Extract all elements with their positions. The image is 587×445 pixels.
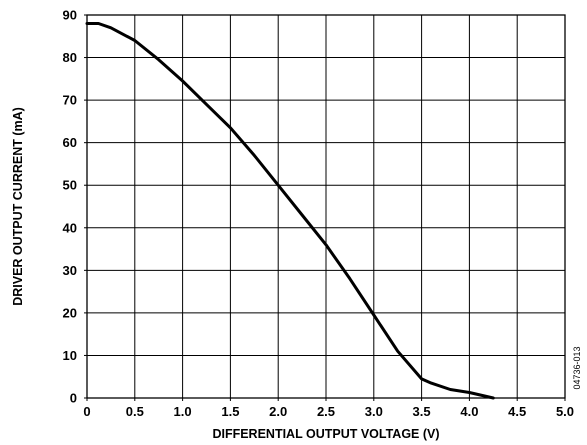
x-tick-label: 3.0 <box>365 404 383 419</box>
y-tick-label: 40 <box>63 220 77 235</box>
series-line <box>85 22 495 400</box>
y-tick-label: 10 <box>63 348 77 363</box>
y-tick-label: 60 <box>63 135 77 150</box>
x-axis-label: DIFFERENTIAL OUTPUT VOLTAGE (V) <box>212 427 439 441</box>
x-tick-label: 0 <box>83 404 90 419</box>
x-tick-label: 1.0 <box>174 404 192 419</box>
x-tick-label: 4.0 <box>460 404 478 419</box>
y-tick-label: 90 <box>63 8 77 23</box>
grid-lines <box>86 14 566 399</box>
y-tick-label: 0 <box>70 391 77 406</box>
series-layer <box>85 22 495 400</box>
y-tick-label: 30 <box>63 263 77 278</box>
x-axis-ticks: 0 0.5 1.0 1.5 2.0 2.5 3.0 3.5 4.0 4.5 5.0 <box>83 398 574 419</box>
x-tick-label: 0.5 <box>126 404 144 419</box>
x-tick-label: 2.0 <box>269 404 287 419</box>
y-axis-label: DRIVER OUTPUT CURRENT (mA) <box>11 107 25 306</box>
x-tick-label: 4.5 <box>508 404 526 419</box>
y-tick-label: 80 <box>63 50 77 65</box>
x-tick-label: 5.0 <box>556 404 574 419</box>
y-tick-label: 20 <box>63 305 77 320</box>
x-tick-label: 1.5 <box>221 404 239 419</box>
x-tick-label: 2.5 <box>317 404 335 419</box>
y-tick-label: 70 <box>63 93 77 108</box>
y-tick-label: 50 <box>63 178 77 193</box>
x-tick-label: 3.5 <box>413 404 431 419</box>
figure-code: 04736-013 <box>572 346 582 389</box>
y-axis-ticks: 0 10 20 30 40 50 60 70 80 90 <box>63 8 87 406</box>
